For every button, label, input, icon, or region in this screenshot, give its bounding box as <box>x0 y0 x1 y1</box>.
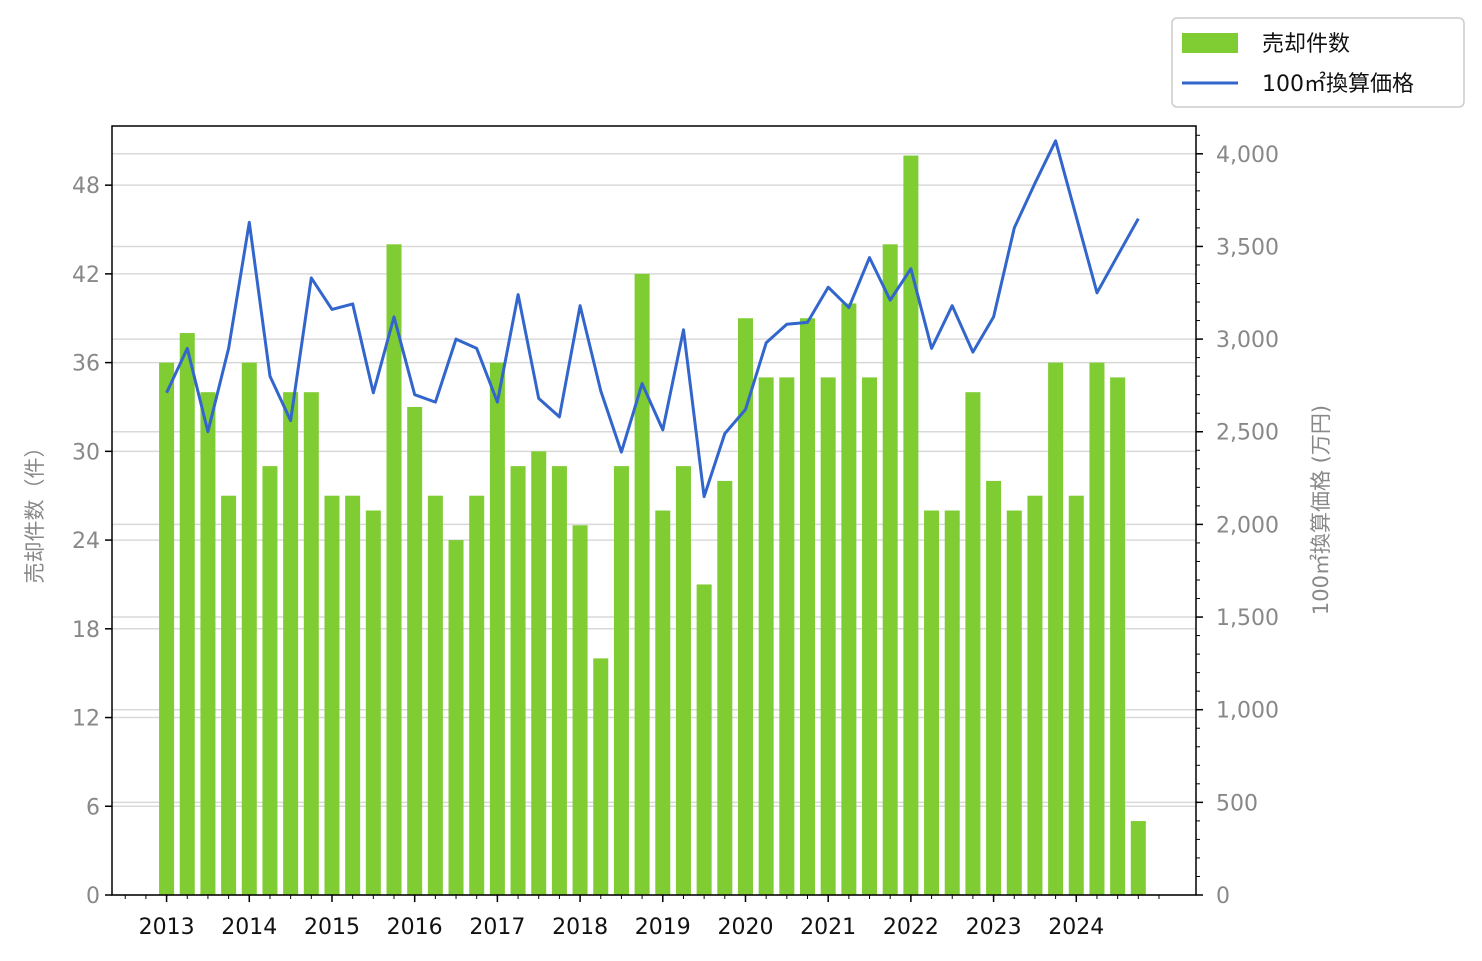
bar <box>1027 495 1043 895</box>
bar <box>1110 377 1126 896</box>
x-tick-label: 2019 <box>635 915 691 940</box>
bar <box>800 318 816 895</box>
bar <box>200 392 216 895</box>
x-tick-label: 2021 <box>800 915 856 940</box>
line-series <box>165 139 1140 499</box>
bar <box>345 495 361 895</box>
left-axis-label: 売却件数（件） <box>23 437 47 584</box>
left-axis: 0 6 12 18 24 30 36 42 48 <box>72 174 112 909</box>
right-tick-label: 1,000 <box>1216 699 1279 724</box>
bar <box>221 495 237 895</box>
price-line <box>165 139 1140 499</box>
left-tick-label: 24 <box>72 529 100 554</box>
bar <box>1089 362 1105 896</box>
right-tick-label: 3,000 <box>1216 328 1279 353</box>
x-axis: 2013 2014 2015 2016 2017 2018 2019 2020 2021 2022… <box>124 895 1160 940</box>
x-tick-label: 2022 <box>883 915 939 940</box>
bar <box>613 466 629 895</box>
bar <box>262 466 278 895</box>
bar <box>572 525 588 895</box>
bar <box>1048 362 1064 896</box>
right-axis: 0 500 1,000 1,500 2,000 2,500 3,000 3,500 4,000 <box>1196 134 1279 909</box>
bar <box>675 466 691 895</box>
bar <box>593 658 609 895</box>
right-tick-label: 1,500 <box>1216 606 1279 631</box>
right-axis-label: 100㎡換算価格 (万円) <box>1309 405 1333 615</box>
legend-box <box>1171 17 1465 108</box>
bar <box>303 392 319 895</box>
bar <box>1068 495 1084 895</box>
right-tick-label: 2,500 <box>1216 421 1279 446</box>
x-tick-label: 2016 <box>387 915 443 940</box>
x-tick-label: 2015 <box>304 915 360 940</box>
bar <box>779 377 795 896</box>
x-tick-label: 2017 <box>469 915 525 940</box>
legend-line-label: 100㎡換算価格 <box>1262 71 1414 97</box>
left-tick-label: 12 <box>72 707 100 732</box>
bar <box>159 362 175 896</box>
bar <box>655 510 671 895</box>
left-tick-label: 18 <box>72 618 100 643</box>
bar <box>758 377 774 896</box>
x-tick-label: 2020 <box>717 915 773 940</box>
bar <box>841 303 857 895</box>
left-tick-label: 42 <box>72 263 100 288</box>
x-tick-label: 2023 <box>966 915 1022 940</box>
bar <box>427 495 443 895</box>
bar <box>283 392 299 895</box>
left-tick-label: 6 <box>86 795 100 820</box>
bar <box>1006 510 1022 895</box>
bar <box>924 510 940 895</box>
left-tick-label: 48 <box>72 174 100 199</box>
bar <box>634 273 650 895</box>
bar <box>531 451 547 895</box>
right-tick-label: 500 <box>1216 791 1258 816</box>
right-tick-label: 3,500 <box>1216 235 1279 260</box>
bar <box>510 466 526 895</box>
bar <box>407 406 423 895</box>
bar <box>862 377 878 896</box>
bar-series <box>159 155 1146 896</box>
bar <box>717 480 733 895</box>
legend-bar-label: 売却件数 <box>1262 32 1350 57</box>
bar <box>903 155 919 896</box>
right-tick-label: 0 <box>1216 884 1230 909</box>
x-tick-label: 2014 <box>221 915 277 940</box>
bar <box>448 540 464 895</box>
bar <box>1130 821 1146 895</box>
bar <box>469 495 485 895</box>
x-tick-label: 2018 <box>552 915 608 940</box>
left-tick-label: 30 <box>72 440 100 465</box>
bar <box>944 510 960 895</box>
bar <box>820 377 836 896</box>
left-tick-label: 0 <box>86 884 100 909</box>
right-tick-label: 2,000 <box>1216 513 1279 538</box>
legend-bar-swatch <box>1182 33 1238 53</box>
plot-frame <box>111 125 1197 896</box>
x-tick-label: 2024 <box>1048 915 1104 940</box>
bar <box>737 318 753 895</box>
bar <box>551 466 567 895</box>
left-tick-label: 36 <box>72 352 100 377</box>
right-tick-label: 4,000 <box>1216 143 1279 168</box>
x-tick-label: 2013 <box>139 915 195 940</box>
bar <box>324 495 340 895</box>
bar <box>179 333 195 895</box>
bar <box>696 584 712 895</box>
legend: 売却件数 100㎡換算価格 <box>1171 17 1465 108</box>
bar <box>489 362 505 896</box>
bar <box>986 480 1002 895</box>
bar <box>882 244 898 896</box>
bar <box>386 244 402 896</box>
bar <box>241 362 257 896</box>
bar <box>965 392 981 895</box>
bar <box>365 510 381 895</box>
